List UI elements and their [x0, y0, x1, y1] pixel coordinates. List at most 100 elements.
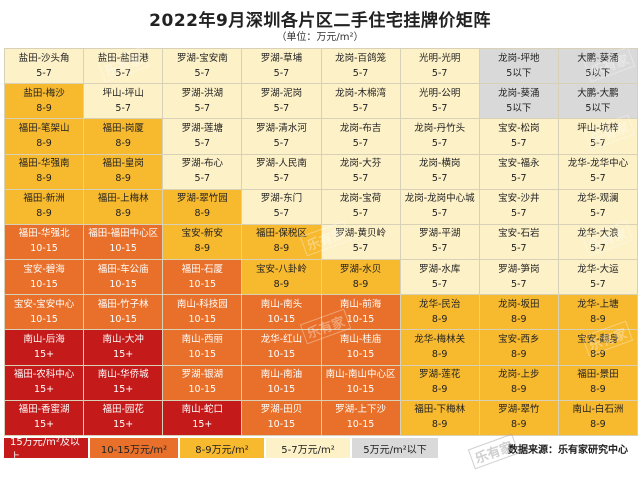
matrix-cell: 罗湖-布心 5-7	[163, 154, 242, 189]
matrix-cell: 南山-桂庙 10-15	[321, 330, 400, 365]
price-range: 5-7	[431, 102, 448, 114]
district-name: 南山-桂庙	[339, 334, 382, 346]
district-name: 福田-车公庙	[97, 263, 149, 275]
matrix-cell: 福田-车公庙 10-15	[84, 260, 163, 295]
district-name: 龙华-大运	[577, 263, 619, 275]
district-name: 福田-竹子林	[97, 298, 149, 310]
legend-item: 8-9万元/m²	[180, 438, 264, 458]
district-name: 罗湖-上下沙	[335, 404, 387, 416]
matrix-cell: 南山-白石洲 8-9	[558, 400, 637, 435]
district-name: 大鹏-大鹏	[577, 87, 619, 99]
legend-item: 15万元/m²及以上	[4, 437, 88, 463]
district-name: 福田-农科中心	[13, 369, 75, 381]
district-name: 罗湖-布心	[181, 158, 224, 170]
price-range: 10-15	[30, 278, 58, 290]
matrix-cell: 宝安-八卦岭 8-9	[242, 260, 321, 295]
district-name: 南山-华侨城	[97, 369, 149, 381]
matrix-cell: 盐田-梅沙 8-9	[5, 84, 84, 119]
price-range: 10-15	[267, 349, 296, 361]
matrix-cell: 龙华-大浪 5-7	[558, 224, 637, 260]
district-name: 福田-皇岗	[102, 158, 144, 170]
matrix-cell: 罗湖-上下沙 10-15	[321, 400, 400, 435]
district-name: 坪山-坑梓	[577, 122, 619, 134]
district-name: 福田-下梅林	[414, 404, 466, 416]
district-name: 盐田-梅沙	[23, 87, 65, 99]
district-name: 罗湖-莲塘	[181, 122, 224, 134]
price-range: 5以下	[585, 102, 611, 114]
price-range: 5-7	[511, 243, 527, 255]
district-name: 福田-华强北	[18, 228, 70, 240]
price-range: 5以下	[585, 67, 611, 79]
district-name: 福田-福田中心区	[88, 228, 159, 240]
matrix-cell: 福田-皇岗 8-9	[84, 154, 163, 189]
district-name: 龙华-上塘	[577, 298, 619, 310]
matrix-cell: 罗湖-草埔 5-7	[242, 49, 321, 84]
price-range: 5-7	[115, 102, 131, 114]
district-name: 福田-新洲	[23, 193, 65, 205]
matrix-cell: 南山-南油 10-15	[242, 365, 321, 400]
price-range: 5-7	[273, 67, 290, 79]
matrix-cell: 福田-笔架山 8-9	[5, 119, 84, 154]
price-range: 10-15	[188, 278, 217, 290]
matrix-cell: 福田-上梅林 8-9	[84, 189, 163, 224]
price-range: 10-15	[30, 243, 58, 255]
matrix-cell: 宝安-石岩 5-7	[479, 224, 558, 260]
district-name: 福田-保税区	[255, 228, 307, 240]
matrix-cell: 龙岗-布吉 5-7	[321, 119, 400, 154]
matrix-cell: 福田-石厦 10-15	[163, 260, 242, 295]
district-name: 龙华-龙华中心	[567, 158, 629, 170]
matrix-cell: 南山-南头 10-15	[242, 295, 321, 330]
district-name: 宝安-新安	[181, 228, 224, 240]
price-range: 5-7	[590, 243, 606, 255]
price-range: 5-7	[511, 278, 527, 290]
district-name: 龙岗-上步	[498, 369, 540, 381]
matrix-cell: 罗湖-银湖 10-15	[163, 365, 242, 400]
matrix-cell: 罗湖-水贝 8-9	[321, 260, 400, 295]
price-range: 8-9	[511, 384, 527, 396]
matrix-cell: 龙岗-上步 8-9	[479, 365, 558, 400]
matrix-cell: 罗湖-人民南 5-7	[242, 154, 321, 189]
price-range: 5-7	[352, 67, 369, 79]
district-name: 龙岗-百鸽笼	[335, 52, 387, 64]
district-name: 盐田-沙头角	[18, 52, 70, 64]
matrix-cell: 龙岗-宝荷 5-7	[321, 189, 400, 224]
price-range: 5-7	[352, 102, 369, 114]
district-name: 南山-大冲	[102, 334, 144, 346]
price-range: 8-9	[431, 313, 448, 325]
district-name: 罗湖-翠竹园	[176, 193, 228, 205]
matrix-cell: 福田-新洲 8-9	[5, 189, 84, 224]
district-name: 罗湖-清水河	[255, 122, 307, 134]
district-name: 宝安-八卦岭	[255, 263, 307, 275]
price-range: 5-7	[36, 67, 52, 79]
district-name: 南山-南山中心区	[325, 369, 396, 381]
district-name: 福田-笔架山	[18, 122, 70, 134]
matrix-cell: 福田-香蜜湖 15+	[5, 400, 84, 435]
price-range: 8-9	[590, 384, 606, 396]
price-range: 5-7	[194, 137, 211, 149]
price-range: 8-9	[431, 349, 448, 361]
district-name: 宝安-西乡	[498, 334, 540, 346]
price-range: 15+	[34, 349, 55, 361]
matrix-cell: 福田-竹子林 10-15	[84, 295, 163, 330]
price-range: 8-9	[590, 313, 606, 325]
price-range: 8-9	[511, 349, 527, 361]
price-range: 8-9	[511, 313, 527, 325]
matrix-cell: 龙华-观澜 5-7	[558, 189, 637, 224]
matrix-cell: 南山-西丽 10-15	[163, 330, 242, 365]
matrix-cell: 龙华-梅林关 8-9	[400, 330, 479, 365]
matrix-cell: 龙华-龙华中心 5-7	[558, 154, 637, 189]
matrix-cell: 宝安-碧海 10-15	[5, 260, 84, 295]
district-name: 福田-华强南	[18, 158, 70, 170]
price-range: 10-15	[267, 419, 296, 431]
price-range: 8-9	[511, 419, 527, 431]
matrix-cell: 大鹏-葵涌 5以下	[558, 49, 637, 84]
district-name: 南山-南头	[260, 298, 303, 310]
matrix-cell: 福田-景田 8-9	[558, 365, 637, 400]
district-name: 龙岗-木棉湾	[335, 87, 387, 99]
price-range: 10-15	[346, 419, 375, 431]
price-range: 5-7	[352, 208, 369, 220]
price-range: 8-9	[431, 384, 448, 396]
district-name: 罗湖-东门	[260, 193, 303, 205]
price-range: 8-9	[194, 243, 211, 255]
price-range: 15+	[113, 349, 134, 361]
